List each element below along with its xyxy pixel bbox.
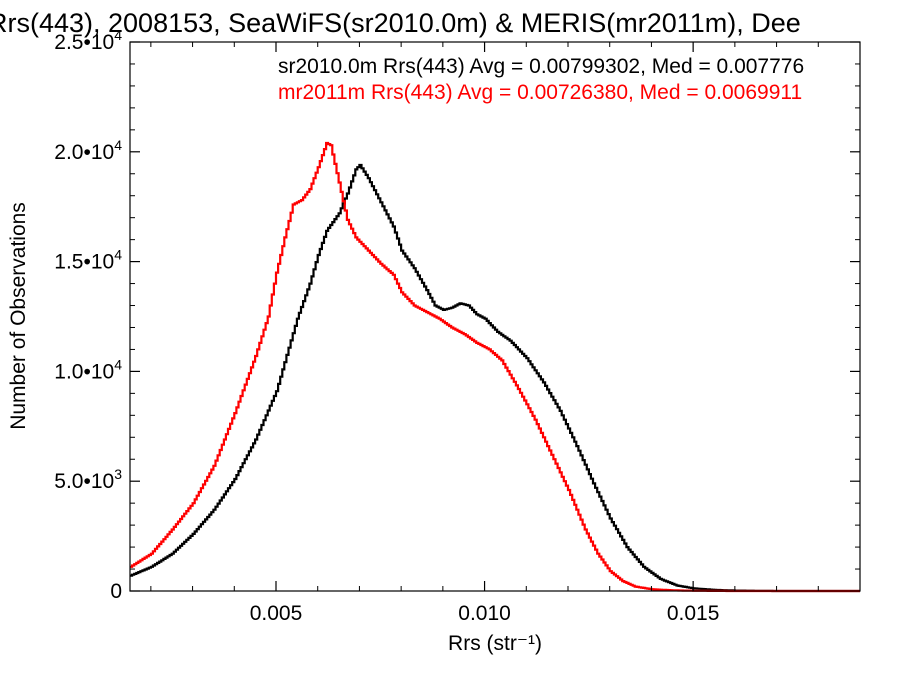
x-tick-label: 0.010 xyxy=(458,602,511,625)
chart-title: Rrs(443), 2008153, SeaWiFS(sr2010.0m) & … xyxy=(0,8,801,38)
y-tick-label: 1.0•104 xyxy=(54,356,122,383)
y-tick-label: 0 xyxy=(110,580,122,603)
y-tick-label: 5.0•103 xyxy=(54,466,122,493)
y-tick-label: 1.5•104 xyxy=(54,247,122,274)
annotation-sr2010: sr2010.0m Rrs(443) Avg = 0.00799302, Med… xyxy=(278,55,804,78)
x-tick-label: 0.005 xyxy=(250,602,303,625)
y-axis-label: Number of Observations xyxy=(7,202,30,430)
tick-layer: 0.005 0.010 0.015 0 5.0•103 1.0•104 1.5•104 2.0… xyxy=(54,27,861,625)
x-axis-label: Rrs (str⁻¹) xyxy=(448,632,542,655)
y-tick-label: 2.0•104 xyxy=(54,137,122,164)
plot-frame xyxy=(129,41,861,592)
series-line-mr2011m xyxy=(130,141,860,593)
series-line-sr2010.0m xyxy=(130,163,860,593)
annotation-mr2011: mr2011m Rrs(443) Avg = 0.00726380, Med =… xyxy=(278,81,802,104)
series-layer xyxy=(130,141,860,593)
y-tick-label: 2.5•104 xyxy=(54,27,122,54)
x-tick-label: 0.015 xyxy=(667,602,720,625)
